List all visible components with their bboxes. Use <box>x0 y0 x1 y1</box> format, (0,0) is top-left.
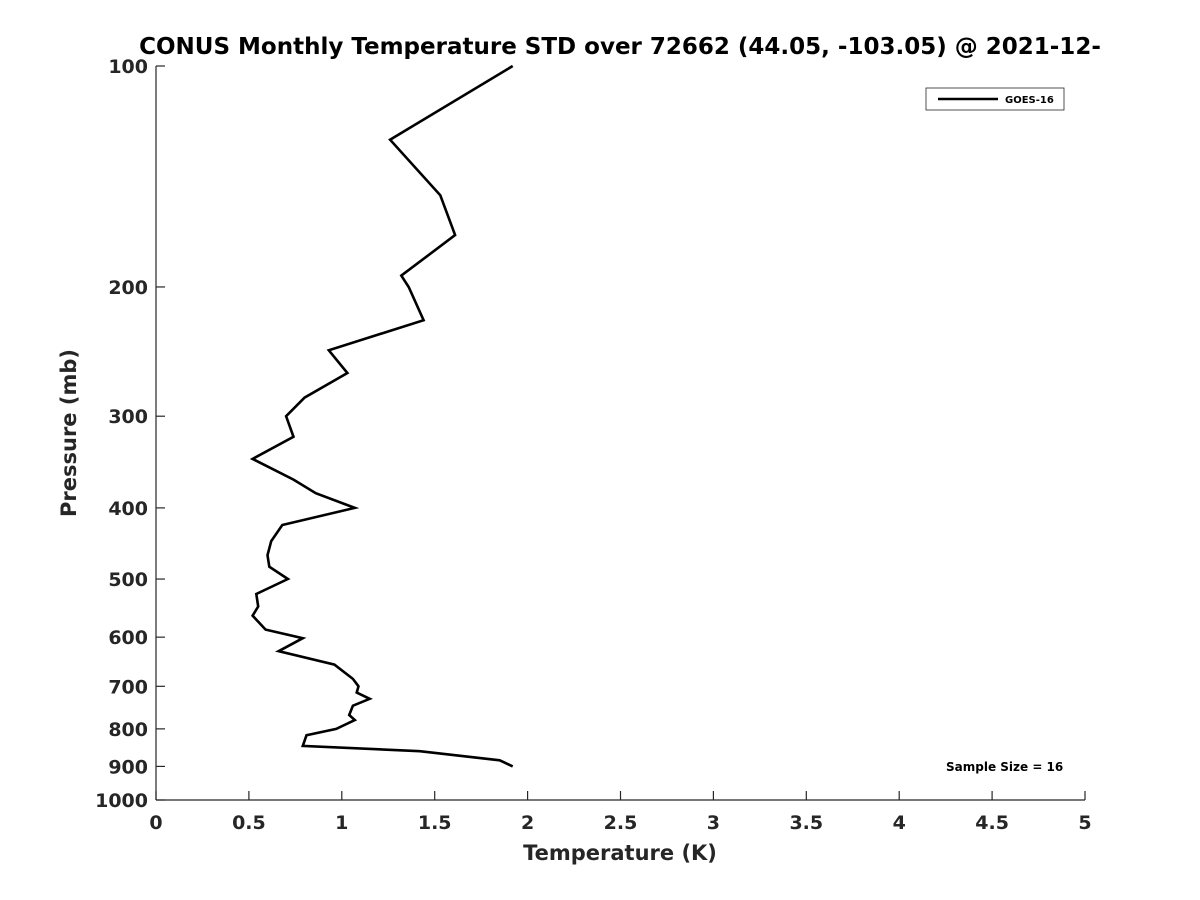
y-tick-label: 500 <box>108 569 148 591</box>
x-tick-label: 2.5 <box>604 812 638 834</box>
y-axis-label: Pressure (mb) <box>57 349 81 517</box>
x-tick-label: 3.5 <box>789 812 823 834</box>
plot-area <box>156 66 1085 800</box>
x-tick-label: 0.5 <box>232 812 266 834</box>
legend-label-goes-16: GOES-16 <box>1005 95 1054 106</box>
series-layer <box>249 64 514 768</box>
y-tick-label: 100 <box>108 56 148 78</box>
x-tick-label: 1 <box>335 812 348 834</box>
y-tick-label: 400 <box>108 498 148 520</box>
x-tick-label: 3 <box>707 812 720 834</box>
x-tick-label: 5 <box>1078 812 1091 834</box>
y-tick-label: 800 <box>108 719 148 741</box>
sample-size-annotation: Sample Size = 16 <box>946 760 1063 774</box>
x-tick-label: 4.5 <box>975 812 1009 834</box>
y-tick-label: 1000 <box>95 790 148 812</box>
x-axis-label: Temperature (K) <box>523 841 717 865</box>
y-tick-label: 300 <box>108 406 148 428</box>
y-tick-label: 900 <box>108 756 148 778</box>
x-tick-label: 1.5 <box>418 812 452 834</box>
y-tick-label: 200 <box>108 277 148 299</box>
x-tick-label: 0 <box>149 812 162 834</box>
legend: GOES-16 <box>925 87 1065 111</box>
series-line-goes-16 <box>249 64 514 768</box>
y-tick-label: 700 <box>108 676 148 698</box>
y-tick-labels: 100 200 300 400 500 600 700 800 900 1000 <box>95 56 148 812</box>
y-tick-label: 600 <box>108 627 148 649</box>
chart-title: CONUS Monthly Temperature STD over 72662… <box>139 34 1101 60</box>
x-tick-label: 2 <box>521 812 534 834</box>
x-tick-labels: 0 0.5 1 1.5 2 2.5 3 3.5 4 4.5 5 <box>149 812 1091 834</box>
axis-ticks <box>155 65 1086 801</box>
x-tick-label: 4 <box>893 812 906 834</box>
